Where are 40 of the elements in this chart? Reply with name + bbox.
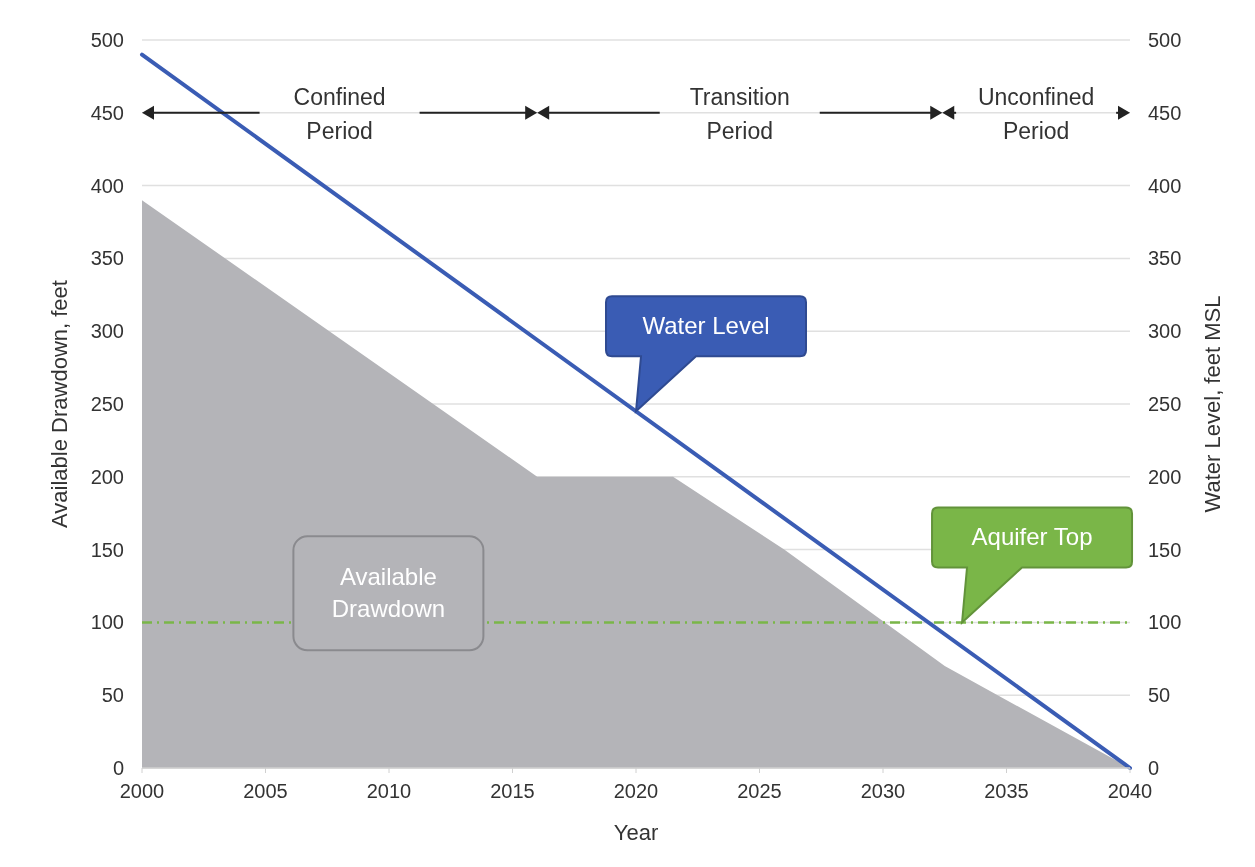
- y-tick-label: 500: [90, 29, 124, 51]
- x-tick-label: 2040: [1107, 780, 1153, 802]
- y-tick-label: 450: [90, 101, 124, 124]
- annotation: Unconfined Period: [977, 83, 1095, 144]
- y-tick-label: 200: [90, 465, 124, 488]
- y2-tick-label: 250: [1148, 393, 1182, 415]
- y-tick-label: 300: [90, 320, 124, 343]
- series-label: Available Drawdown: [331, 563, 446, 623]
- x-tick-label: 2000: [119, 780, 165, 802]
- x-tick-label: 2015: [490, 780, 535, 802]
- y2-tick-label: 100: [1148, 611, 1182, 634]
- y2-tick-label: 200: [1148, 465, 1182, 488]
- y2-axis-title: Water Level, feet MSL: [1200, 295, 1225, 513]
- y2-tick-label: 300: [1148, 320, 1182, 343]
- x-tick-label: 2010: [366, 780, 412, 802]
- y-tick-label: 400: [90, 174, 124, 197]
- y2-tick-label: 350: [1148, 247, 1182, 270]
- y2-tick-label: 450: [1148, 101, 1182, 124]
- x-tick-label: 2035: [984, 780, 1029, 802]
- y-tick-label: 100: [90, 611, 124, 634]
- y-tick-label: 150: [90, 538, 124, 561]
- y-tick-label: 0: [112, 757, 124, 779]
- y2-tick-label: 50: [1148, 684, 1171, 707]
- y2-tick-label: 150: [1148, 538, 1182, 561]
- y-tick-label: 250: [90, 393, 124, 415]
- x-tick-label: 2005: [243, 780, 288, 802]
- x-tick-label: 2020: [613, 780, 659, 802]
- x-axis-title: Year: [613, 820, 659, 845]
- annotation: Transition Period: [689, 83, 790, 144]
- y2-tick-label: 0: [1148, 757, 1160, 779]
- annotation: Confined Period: [293, 83, 386, 144]
- y-tick-label: 50: [101, 684, 124, 707]
- x-tick-label: 2025: [737, 780, 782, 802]
- y2-tick-label: 500: [1148, 29, 1182, 51]
- y-tick-label: 350: [90, 247, 124, 270]
- ref-line-label: Aquifer Top: [971, 523, 1093, 551]
- x-tick-label: 2030: [860, 780, 906, 802]
- text: Water Level: [642, 312, 770, 340]
- y-axis-title: Available Drawdown, feet: [47, 280, 72, 528]
- y2-tick-label: 400: [1148, 174, 1182, 197]
